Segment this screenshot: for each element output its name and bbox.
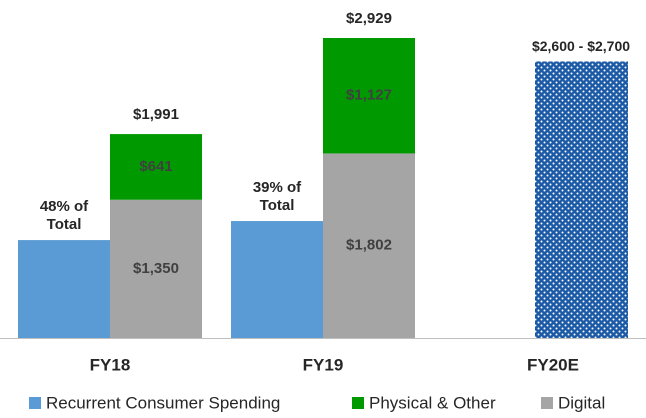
segment-label: $1,350 — [133, 260, 179, 277]
estimate-bar — [535, 61, 628, 338]
stack-segment — [110, 199, 202, 338]
recurrent-bar — [18, 240, 110, 338]
total-label: $2,929 — [346, 10, 392, 27]
estimate-label: $2,600 - $2,700 — [532, 38, 630, 54]
share-label: 48% of Total — [39, 198, 89, 234]
segment-label: $1,127 — [346, 87, 392, 104]
legend-label: Recurrent Consumer Spending — [46, 393, 280, 412]
legend-label: Digital — [558, 393, 605, 412]
category-label: FY19 — [303, 355, 344, 374]
legend-swatch — [541, 397, 553, 409]
total-label: $1,991 — [133, 106, 179, 123]
share-label: 39% of Total — [252, 179, 302, 215]
stack-segment — [110, 134, 202, 200]
stack-segment — [323, 38, 415, 154]
category-label: FY20E — [527, 355, 579, 374]
category-label: FY18 — [90, 355, 131, 374]
recurrent-bar — [231, 221, 323, 338]
stack-segment — [323, 153, 415, 338]
legend-swatch — [352, 397, 364, 409]
segment-label: $1,802 — [346, 237, 392, 254]
legend-swatch — [29, 397, 41, 409]
segment-label: $641 — [139, 158, 172, 175]
legend-label: Physical & Other — [369, 393, 496, 412]
